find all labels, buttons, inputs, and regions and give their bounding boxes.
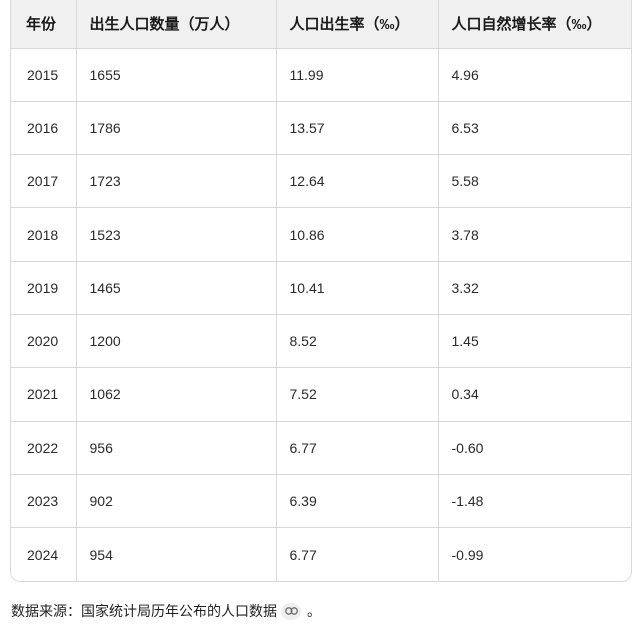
cell-growth-rate: 1.45 (438, 314, 631, 369)
table-row: 2021 1062 7.52 0.34 (11, 367, 631, 422)
cell-growth-rate: 3.78 (438, 207, 631, 262)
cell-birth-rate: 6.77 (276, 527, 439, 581)
source-end-punct: 。 (307, 603, 321, 619)
cell-births: 956 (76, 421, 277, 475)
cell-growth-rate: 5.58 (438, 154, 631, 209)
cell-growth-rate: -1.48 (438, 474, 631, 529)
header-birth-rate: 人口出生率（‰） (276, 0, 439, 49)
header-year: 年份 (11, 0, 77, 49)
table-row: 2023 902 6.39 -1.48 (11, 474, 631, 529)
cell-growth-rate: -0.99 (451, 546, 484, 563)
cell-births: 1723 (76, 154, 277, 209)
source-text: 数据来源：国家统计局历年公布的人口数据 (11, 603, 277, 619)
table-row: 2024 954 6.77 -0.99 (11, 527, 631, 581)
cell-births: 1655 (76, 48, 277, 102)
cell-birth-rate: 10.86 (276, 207, 439, 262)
table-row: 2017 1723 12.64 5.58 (11, 154, 631, 209)
cell-year: 2024 (11, 527, 77, 581)
cell-year: 2019 (11, 261, 77, 315)
table-row: 2020 1200 8.52 1.45 (11, 314, 631, 369)
cell-year: 2022 (11, 421, 77, 475)
cell-year: 2018 (11, 207, 77, 262)
cell-births: 1062 (76, 367, 277, 422)
cell-year: 2016 (11, 101, 77, 156)
table-row: 2016 1786 13.57 6.53 (11, 101, 631, 156)
data-source-note: 数据来源：国家统计局历年公布的人口数据 。 (11, 601, 321, 621)
table-row: 2018 1523 10.86 3.78 (11, 207, 631, 262)
cell-growth-rate: 6.53 (438, 101, 631, 156)
header-births: 出生人口数量（万人） (76, 0, 277, 49)
cell-year: 2023 (11, 474, 77, 529)
cell-birth-rate: 11.99 (276, 48, 439, 102)
cell-growth-rate: 3.32 (438, 261, 631, 315)
cell-year: 2015 (11, 48, 77, 102)
cell-birth-rate: 8.52 (276, 314, 439, 369)
cell-births: 1786 (76, 101, 277, 156)
cell-growth-rate: 0.34 (438, 367, 631, 422)
cell-births: 902 (76, 474, 277, 529)
table-row: 2022 956 6.77 -0.60 (11, 421, 631, 475)
cell-birth-rate: 10.41 (276, 261, 439, 315)
table-row: 2015 1655 11.99 4.96 (11, 48, 631, 102)
header-growth-rate: 人口自然增长率（‰） (438, 0, 631, 49)
cell-births: 1465 (76, 261, 277, 315)
cell-year: 2020 (11, 314, 77, 369)
cell-year: 2017 (11, 154, 77, 209)
link-icon[interactable] (281, 602, 301, 620)
table-row: 2019 1465 10.41 3.32 (11, 261, 631, 315)
cell-birth-rate: 6.39 (276, 474, 439, 529)
cell-growth-rate: 4.96 (438, 48, 631, 102)
cell-year: 2021 (11, 367, 77, 422)
population-table: 年份 出生人口数量（万人） 人口出生率（‰） 人口自然增长率（‰） 2015 1… (11, 0, 631, 581)
cell-birth-rate: 7.52 (276, 367, 439, 422)
cell-growth-rate: -0.60 (438, 421, 631, 475)
cell-births: 954 (76, 527, 277, 581)
table-header-row: 年份 出生人口数量（万人） 人口出生率（‰） 人口自然增长率（‰） (11, 0, 631, 49)
cell-births: 1200 (76, 314, 277, 369)
cell-birth-rate: 12.64 (276, 154, 439, 209)
data-table-container: 年份 出生人口数量（万人） 人口出生率（‰） 人口自然增长率（‰） 2015 1… (10, 0, 632, 582)
cell-births: 1523 (76, 207, 277, 262)
cell-birth-rate: 13.57 (276, 101, 439, 156)
cell-birth-rate: 6.77 (276, 421, 439, 475)
